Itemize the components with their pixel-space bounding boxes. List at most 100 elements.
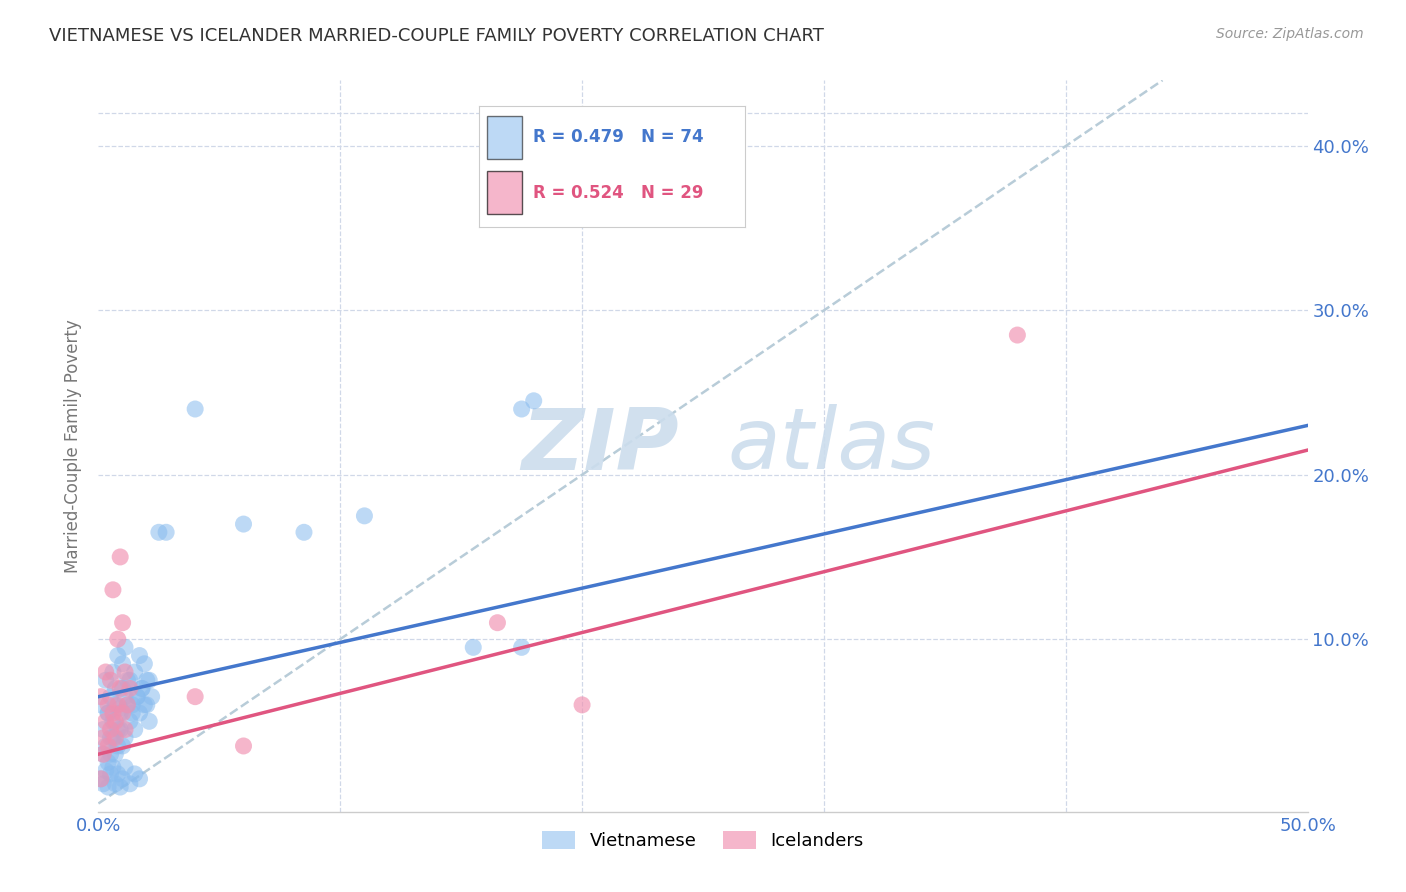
- Point: [114, 760, 136, 774]
- Text: Source: ZipAtlas.com: Source: ZipAtlas.com: [1216, 27, 1364, 41]
- Point: [100, 747, 122, 762]
- Point: [104, 681, 127, 696]
- Text: VIETNAMESE VS ICELANDER MARRIED-COUPLE FAMILY POVERTY CORRELATION CHART: VIETNAMESE VS ICELANDER MARRIED-COUPLE F…: [49, 27, 824, 45]
- Point: [104, 698, 127, 712]
- Point: [100, 767, 122, 781]
- Point: [127, 690, 149, 704]
- Point: [486, 615, 509, 630]
- Point: [111, 657, 134, 671]
- Point: [111, 739, 134, 753]
- Point: [91, 747, 114, 762]
- Point: [128, 772, 150, 786]
- Point: [118, 673, 141, 688]
- Point: [90, 772, 112, 786]
- Point: [232, 739, 254, 753]
- Point: [107, 698, 129, 712]
- Point: [104, 714, 127, 729]
- Point: [571, 698, 593, 712]
- Point: [108, 549, 131, 564]
- Point: [114, 640, 136, 655]
- Point: [124, 723, 146, 737]
- Point: [114, 665, 136, 679]
- Point: [184, 690, 207, 704]
- Point: [104, 747, 127, 762]
- Point: [108, 701, 131, 715]
- Point: [107, 723, 129, 737]
- Point: [121, 698, 143, 712]
- Point: [292, 525, 315, 540]
- Point: [101, 665, 124, 679]
- Point: [97, 706, 120, 720]
- Point: [138, 673, 160, 688]
- Point: [118, 777, 141, 791]
- Point: [97, 780, 120, 794]
- Point: [135, 698, 157, 712]
- Point: [100, 731, 122, 745]
- Legend: Vietnamese, Icelanders: Vietnamese, Icelanders: [536, 823, 870, 857]
- Point: [100, 723, 122, 737]
- Point: [107, 648, 129, 663]
- Point: [138, 714, 160, 729]
- Point: [114, 723, 136, 737]
- Point: [523, 393, 546, 408]
- Point: [134, 698, 156, 712]
- Point: [101, 706, 124, 720]
- Point: [108, 723, 131, 737]
- Point: [94, 714, 117, 729]
- Point: [118, 714, 141, 729]
- Point: [101, 731, 124, 745]
- Point: [353, 508, 375, 523]
- Point: [104, 777, 127, 791]
- Point: [121, 706, 143, 720]
- Point: [97, 739, 120, 753]
- Point: [124, 665, 146, 679]
- Point: [94, 739, 117, 753]
- Point: [510, 640, 533, 655]
- Point: [128, 648, 150, 663]
- Point: [97, 706, 120, 720]
- Y-axis label: Married-Couple Family Poverty: Married-Couple Family Poverty: [65, 319, 83, 573]
- Point: [1007, 328, 1029, 343]
- Point: [117, 673, 139, 688]
- Point: [131, 681, 153, 696]
- Point: [155, 525, 177, 540]
- Point: [232, 517, 254, 532]
- Point: [91, 747, 114, 762]
- Point: [100, 673, 122, 688]
- Point: [94, 673, 117, 688]
- Point: [90, 772, 112, 786]
- Point: [107, 632, 129, 647]
- Point: [91, 723, 114, 737]
- Point: [118, 681, 141, 696]
- Point: [111, 706, 134, 720]
- Point: [104, 731, 127, 745]
- Point: [107, 739, 129, 753]
- Point: [101, 714, 124, 729]
- Point: [97, 698, 120, 712]
- Text: ZIP: ZIP: [522, 404, 679, 488]
- Point: [111, 772, 134, 786]
- Point: [108, 706, 131, 720]
- Point: [97, 756, 120, 770]
- Point: [94, 764, 117, 778]
- Point: [114, 690, 136, 704]
- Point: [100, 690, 122, 704]
- Point: [134, 657, 156, 671]
- Point: [463, 640, 485, 655]
- Point: [131, 681, 153, 696]
- Point: [117, 698, 139, 712]
- Point: [91, 777, 114, 791]
- Point: [114, 731, 136, 745]
- Point: [101, 760, 124, 774]
- Point: [90, 698, 112, 712]
- Point: [94, 665, 117, 679]
- Point: [111, 681, 134, 696]
- Point: [90, 690, 112, 704]
- Point: [148, 525, 170, 540]
- Point: [141, 690, 163, 704]
- Point: [108, 780, 131, 794]
- Point: [124, 767, 146, 781]
- Point: [91, 731, 114, 745]
- Point: [117, 698, 139, 712]
- Point: [184, 402, 207, 417]
